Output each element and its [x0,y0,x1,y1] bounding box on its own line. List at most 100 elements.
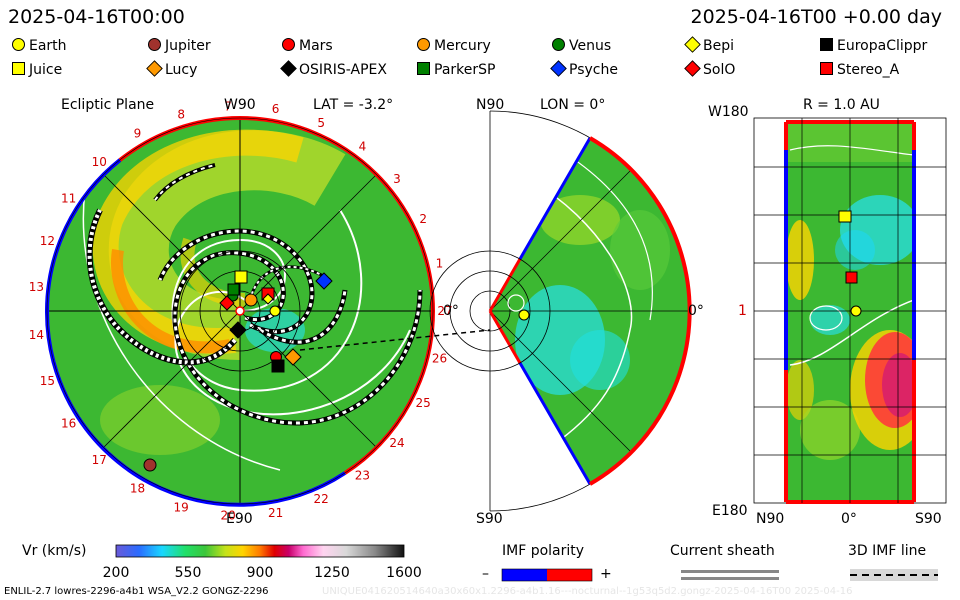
footer-left: ENLIL-2.7 lowres-2296-a4b1 WSA_V2.2 GONG… [4,586,269,597]
earth-meridional-marker [518,309,530,321]
legend-label: SolO [703,62,736,78]
hour-label: 11 [61,191,76,205]
lucy-marker [284,348,302,366]
earth-marker [269,305,281,317]
colorbar-tick-label: 1600 [386,565,422,581]
meridional-top-label: N90 [476,97,505,113]
ecliptic-title: Ecliptic Plane [61,97,155,113]
hour-label: 8 [177,108,185,122]
colorbar-label: Vr (km/s) [22,543,87,559]
hour-label: 16 [61,417,76,431]
imf-positive-swatch [547,569,592,581]
colorbar-tick-label: 200 [103,565,130,581]
hour-label: 12 [40,234,55,248]
solo-marker [219,295,235,311]
map-x-label-n90: N90 [756,511,785,527]
hour-label: 3 [393,172,401,186]
imf-polarity-title: IMF polarity [502,543,585,559]
ecliptic-bottom-label: E90 [226,511,253,527]
stereo-a-map-marker [845,271,858,284]
ecliptic-top-label: W90 [224,97,256,113]
meridional-panel [429,110,692,512]
hour-label: 27 [437,304,452,318]
legend-label: Bepi [703,38,734,54]
legend-label: Lucy [165,62,198,78]
imf-minus-label: – [482,566,489,582]
legend-item-stereo-a: Stereo_A [820,62,899,78]
lon-label: LON = 0° [540,97,606,113]
hour-label: 26 [432,351,447,365]
legend-label: Venus [569,38,612,54]
colorbar-tick-label: 900 [247,565,274,581]
square-icon [820,38,833,51]
parkersp-marker [227,283,240,296]
map-x-label-0: 0° [841,511,857,527]
map-mid-left-label: 1 [738,303,747,319]
legend-label: Psyche [569,62,618,78]
ecliptic-right-label: 0° [443,303,459,319]
imf-line-legend [850,569,938,581]
hour-label: 10 [92,155,107,169]
legend-item-mercury: Mercury [417,38,491,54]
hour-label: 15 [40,374,55,388]
legend-label: Mars [299,38,333,54]
hour-label: 9 [134,127,142,141]
ecliptic-panel [44,116,491,507]
hour-label: 25 [416,396,431,410]
square-icon [417,62,430,75]
hour-label: 20 [220,509,235,523]
meridional-bottom-label: S90 [476,511,503,527]
hour-label: 1 [436,257,444,271]
square-icon [820,62,833,75]
hour-label: 18 [130,482,145,496]
legend-item-psyche: Psyche [550,60,618,78]
legend-item-solo: SolO [684,60,736,78]
legend-item-parkersp: ParkerSP [417,62,495,78]
legend-label: ParkerSP [434,62,496,78]
legend-item-osiris-apex: OSIRIS-APEX [280,60,387,78]
hour-label: 19 [174,500,189,514]
europaclippr-marker [271,359,285,373]
hour-label: 7 [224,99,232,113]
map-top-left-label: W180 [708,104,749,120]
hour-label: 4 [359,140,367,154]
hour-label: 21 [268,506,283,520]
legend-item-earth: Earth [12,38,67,54]
hour-label: 22 [314,492,329,506]
juice-marker [234,270,248,284]
colorbar-ticks: 200 550 900 1250 1600 [103,565,422,581]
circle-icon [12,38,25,51]
psyche-marker [315,272,333,290]
imf-negative-swatch [502,569,547,581]
legend-label: Jupiter [165,38,211,54]
colorbar-tick-label: 1250 [314,565,350,581]
legend-label: Mercury [434,38,491,54]
hour-label: 6 [272,102,280,116]
timestamp-left: 2025-04-16T00:00 [8,6,185,28]
map-x-label-s90: S90 [915,511,942,527]
hour-label: 17 [92,453,107,467]
colorbar: 200 550 900 1250 1600 [103,544,422,581]
hour-label: 5 [317,116,325,130]
circle-icon [282,38,295,51]
footer-right: UNIQUE041620514640a30x60x1.2296-a4b1.16-… [322,586,853,597]
legend-item-europaclippr: EuropaClippr [820,38,927,54]
circle-icon [417,38,430,51]
juice-map-marker [838,210,852,223]
earth-map-marker [850,305,862,317]
legend-label: Earth [29,38,67,54]
map-r-label: R = 1.0 AU [803,97,880,113]
legend-item-lucy: Lucy [146,60,198,78]
imf-line-title: 3D IMF line [848,543,927,559]
legend-label: Juice [29,62,63,78]
hour-label: 23 [355,468,370,482]
legend-item-bepi: Bepi [684,36,734,54]
circle-icon [148,38,161,51]
ecliptic-markers [143,270,333,472]
meridional-right-label: 0° [688,303,704,319]
legend-label: Stereo_A [837,62,900,78]
square-icon [12,62,25,75]
current-sheath-legend [681,570,779,580]
legend-item-mars: Mars [282,38,333,54]
